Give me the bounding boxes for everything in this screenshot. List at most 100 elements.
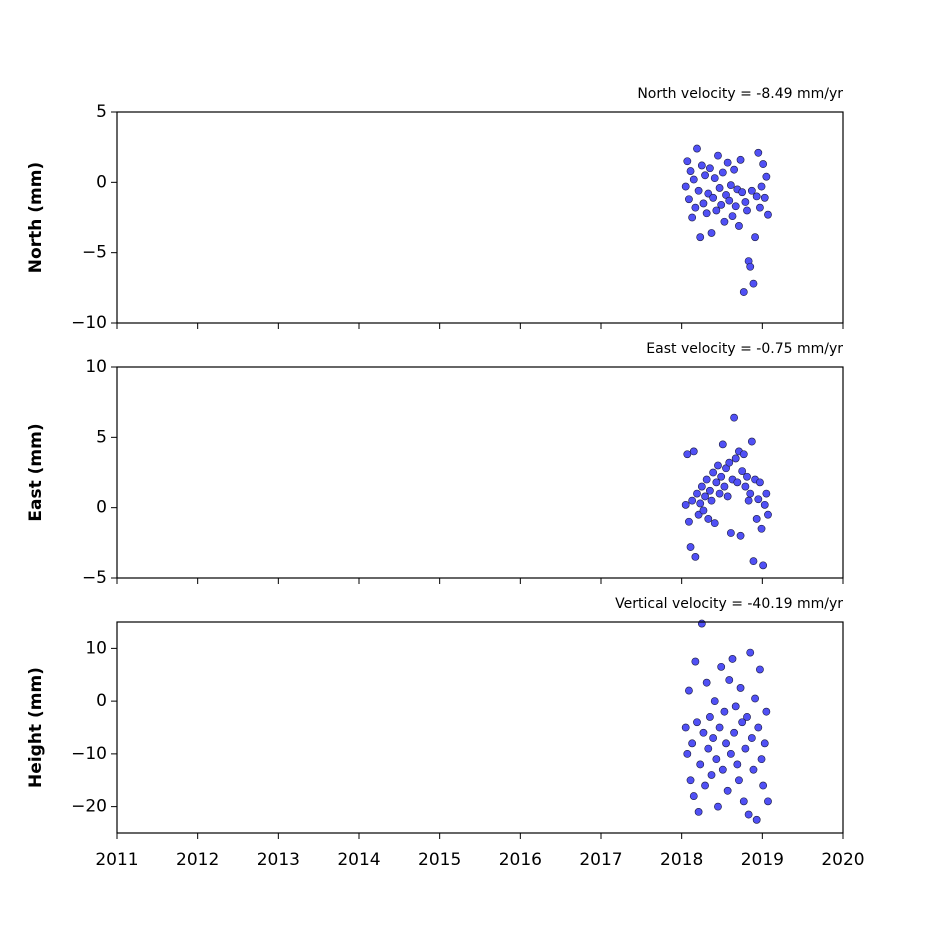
- plot-frame: [116, 366, 844, 579]
- data-point: [726, 529, 735, 537]
- data-point: [747, 437, 756, 446]
- data-point: [699, 199, 708, 208]
- data-point: [743, 206, 751, 215]
- data-point: [744, 496, 753, 505]
- data-point: [715, 184, 724, 192]
- data-point: [746, 262, 755, 271]
- data-point: [696, 233, 705, 242]
- data-point: [722, 739, 730, 748]
- y-tick-label: 5: [96, 102, 107, 122]
- data-point: [725, 196, 734, 205]
- data-point: [717, 472, 726, 481]
- data-point: [736, 155, 745, 164]
- data-point: [691, 553, 700, 561]
- data-point: [699, 728, 708, 737]
- data-point: [699, 506, 708, 515]
- data-point: [714, 151, 722, 160]
- data-point: [733, 760, 742, 769]
- data-point: [718, 168, 727, 177]
- x-tick-label: 2019: [741, 850, 784, 870]
- data-point: [731, 702, 740, 711]
- data-point: [686, 776, 695, 785]
- data-point: [751, 694, 759, 703]
- data-point: [693, 144, 701, 153]
- data-point: [736, 531, 745, 540]
- data-point: [746, 648, 755, 657]
- data-point: [741, 744, 750, 753]
- data-point: [746, 489, 755, 498]
- data-point: [736, 684, 745, 692]
- data-point: [726, 181, 735, 190]
- data-point: [681, 500, 690, 509]
- data-point: [707, 229, 716, 237]
- data-point: [688, 739, 697, 748]
- data-point: [694, 808, 703, 816]
- x-tick-label: 2018: [660, 850, 703, 870]
- panel-title: Vertical velocity = -40.19 mm/yr: [615, 596, 843, 612]
- data-point: [723, 786, 732, 795]
- data-point: [738, 188, 747, 197]
- data-point: [760, 500, 769, 509]
- panel-title: North velocity = -8.49 mm/yr: [637, 86, 843, 102]
- data-point: [762, 489, 771, 498]
- data-point: [762, 707, 771, 716]
- data-point: [751, 233, 759, 242]
- data-point: [735, 776, 743, 785]
- data-point: [709, 734, 718, 742]
- data-point: [723, 492, 732, 501]
- data-point: [749, 279, 758, 288]
- plot-frame: [116, 621, 844, 834]
- data-point: [720, 482, 729, 491]
- y-axis-label: Height (mm): [26, 667, 46, 788]
- data-point: [683, 749, 692, 758]
- data-point: [701, 492, 709, 501]
- y-axis-label: North (mm): [26, 162, 46, 273]
- data-point: [709, 193, 718, 202]
- data-point: [759, 781, 768, 790]
- data-point: [739, 288, 748, 296]
- data-point: [733, 478, 742, 487]
- data-point: [697, 482, 706, 491]
- data-point: [739, 797, 748, 806]
- data-point: [728, 212, 737, 220]
- data-point: [683, 450, 692, 459]
- data-point: [681, 723, 690, 732]
- data-point: [715, 489, 724, 498]
- y-tick-label: −20: [71, 797, 107, 817]
- data-point: [741, 198, 750, 206]
- data-point: [723, 158, 732, 167]
- data-point: [714, 802, 722, 811]
- data-point: [764, 210, 772, 219]
- data-point: [756, 665, 764, 674]
- data-point: [738, 467, 747, 475]
- data-point: [704, 515, 713, 523]
- x-tick-label: 2015: [418, 850, 461, 870]
- data-point: [686, 167, 695, 175]
- data-point: [717, 662, 726, 671]
- x-tick-label: 2013: [257, 850, 300, 870]
- data-point: [688, 496, 697, 505]
- data-point: [691, 657, 700, 666]
- data-point: [743, 713, 751, 721]
- x-tick-label: 2012: [176, 850, 219, 870]
- y-tick-label: −10: [71, 744, 107, 764]
- data-point: [726, 749, 735, 758]
- data-point: [730, 413, 738, 422]
- x-tick-label: 2017: [579, 850, 622, 870]
- data-point: [759, 561, 768, 570]
- data-point: [709, 468, 718, 477]
- y-tick-label: −5: [82, 568, 107, 588]
- data-point: [691, 203, 700, 212]
- data-point: [735, 222, 743, 230]
- y-tick-label: 5: [96, 427, 107, 447]
- data-point: [744, 810, 753, 819]
- data-point: [701, 781, 709, 790]
- data-point: [754, 723, 763, 732]
- data-point: [760, 193, 769, 202]
- data-point: [707, 771, 716, 779]
- data-point: [702, 209, 711, 218]
- y-tick-label: 0: [96, 498, 107, 518]
- data-point: [718, 765, 727, 774]
- data-point: [718, 440, 727, 449]
